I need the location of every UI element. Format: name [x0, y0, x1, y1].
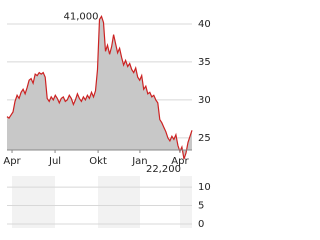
- y-tick-label: 35: [198, 57, 211, 68]
- period-shade: [12, 176, 55, 228]
- period-shade: [180, 176, 192, 228]
- period-shade: [98, 176, 140, 228]
- y-tick-label: 0: [198, 219, 204, 230]
- price-area: [7, 16, 192, 160]
- x-tick-label: Apr: [3, 156, 21, 167]
- y-tick-label: 30: [198, 95, 211, 106]
- price-line: [6, 15, 193, 160]
- x-tick-label: Apr: [171, 156, 189, 167]
- y-tick-label: 5: [198, 201, 204, 212]
- x-tick-label: Jan: [131, 156, 147, 167]
- y-tick-label: 10: [198, 182, 211, 193]
- y-tick-label: 40: [198, 19, 211, 30]
- x-tick-label: Okt: [89, 156, 107, 167]
- x-tick-label: Jul: [48, 156, 61, 167]
- stock-chart: 25 30 35 40 Apr Jul Okt Jan Apr 41,000 22,200 0 5 10: [3, 11, 211, 230]
- value-label: 41,000: [64, 11, 99, 22]
- value-label: 22,200: [146, 164, 181, 175]
- y-tick-label: 25: [198, 133, 211, 144]
